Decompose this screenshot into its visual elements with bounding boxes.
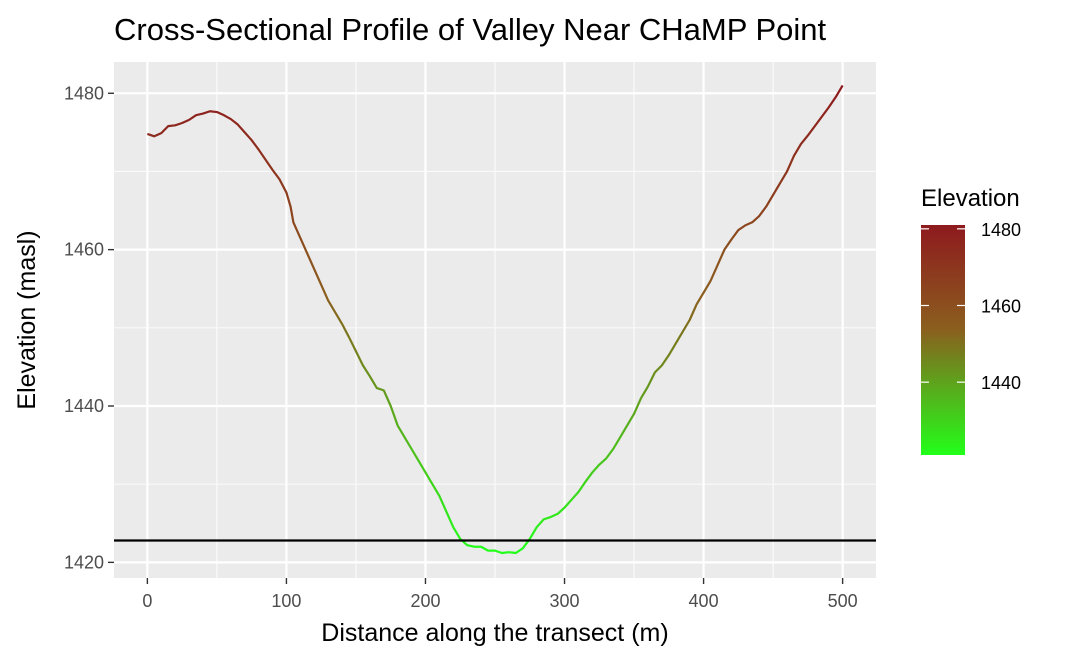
legend-title: Elevation (921, 185, 1020, 212)
y-tick-label: 1440 (64, 396, 104, 416)
y-tick-label: 1460 (64, 240, 104, 260)
x-axis-title: Distance along the transect (m) (321, 619, 668, 647)
x-tick-label: 0 (142, 591, 152, 611)
legend-tick-label: 1440 (981, 373, 1021, 393)
x-tick-label: 500 (828, 591, 858, 611)
major-gridlines (114, 62, 876, 578)
legend-tick-label: 1460 (981, 297, 1021, 317)
y-tick-label: 1420 (64, 552, 104, 572)
x-axis-ticks: 0 100 200 300 400 500 (142, 578, 858, 611)
legend-ticks: 1440 1460 1480 (921, 220, 1021, 393)
legend-colorbar (921, 225, 965, 455)
x-tick-label: 400 (689, 591, 719, 611)
profile-line (147, 84, 844, 555)
y-axis-ticks: 1420 1440 1460 1480 (64, 83, 114, 572)
x-tick-label: 100 (271, 591, 301, 611)
elevation-profile-line (147, 84, 844, 555)
color-legend: Elevation 1440 1460 1480 (921, 185, 1021, 455)
chart-title: Cross-Sectional Profile of Valley Near C… (114, 12, 827, 47)
x-tick-label: 300 (550, 591, 580, 611)
x-tick-label: 200 (410, 591, 440, 611)
y-tick-label: 1480 (64, 83, 104, 103)
minor-gridlines (114, 62, 876, 578)
y-axis-title: Elevation (masl) (13, 230, 41, 409)
legend-tick-label: 1480 (981, 220, 1021, 240)
